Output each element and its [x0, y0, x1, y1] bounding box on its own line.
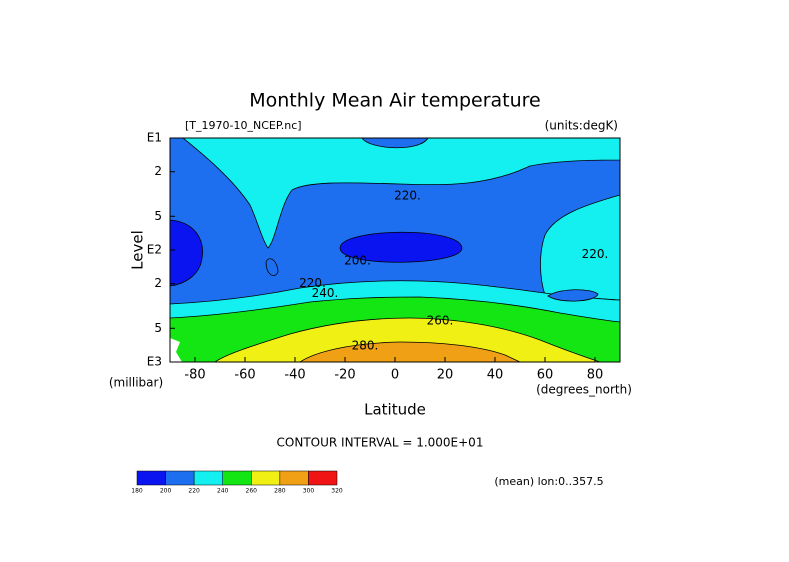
- colorbar-box: [193, 470, 223, 486]
- contour-label: 200.: [344, 253, 371, 267]
- x-tick-label: 80: [587, 368, 604, 383]
- x-tick-label: -60: [234, 368, 255, 383]
- band-fill: [214, 317, 601, 362]
- band-fill: [170, 219, 203, 287]
- band-fill: [547, 289, 599, 302]
- y-axis-units: (millibar): [109, 376, 163, 390]
- x-tick-label: 0: [391, 368, 399, 383]
- contour-label: 240.: [312, 286, 339, 300]
- x-axis-title: Latitude: [364, 401, 426, 419]
- colorbar-label: 220: [188, 488, 200, 495]
- footnote: (mean) lon:0..357.5: [494, 475, 603, 488]
- y-tick-label: 2: [154, 276, 162, 290]
- x-tick-label: 60: [537, 368, 554, 383]
- contour-label: 220.: [299, 276, 326, 290]
- colorbar-label: 180: [131, 488, 143, 495]
- colorbar-label: 240: [217, 488, 229, 495]
- band-fill: [299, 341, 521, 362]
- contour-label: 260.: [427, 313, 454, 327]
- y-tick-label: E1: [147, 131, 162, 145]
- x-tick-label: -80: [184, 368, 205, 383]
- contour-label: 220.: [582, 247, 609, 261]
- band-fill: [540, 194, 620, 301]
- band-fill: [182, 138, 620, 249]
- contour-field: [169, 137, 621, 363]
- contour-label: 220.: [394, 189, 421, 203]
- x-axis-units: (degrees_north): [536, 383, 632, 397]
- x-tick-label: 20: [437, 368, 454, 383]
- y-tick-label: 5: [154, 321, 162, 335]
- x-tick-label: -20: [334, 368, 355, 383]
- contour-label: 280.: [352, 339, 379, 353]
- colorbar-label: 300: [303, 488, 315, 495]
- band-fill: [339, 231, 463, 263]
- y-axis-title: Level: [129, 230, 147, 270]
- colorbar-box: [279, 470, 309, 486]
- chart-title: Monthly Mean Air temperature: [249, 90, 540, 112]
- colorbar-box: [251, 470, 281, 486]
- colorbar-box: [136, 470, 166, 486]
- y-tick-label: 5: [154, 209, 162, 223]
- file-label: [T_1970-10_NCEP.nc]: [185, 119, 302, 132]
- colorbar-label: 260: [246, 488, 258, 495]
- colorbar-box: [308, 470, 338, 486]
- colorbar-label: 280: [274, 488, 286, 495]
- y-tick-label: E3: [147, 355, 162, 369]
- units-label: (units:degK): [545, 119, 618, 133]
- colorbar-label: 200: [160, 488, 172, 495]
- band-fill: [265, 258, 279, 276]
- y-tick-label: E2: [147, 243, 162, 257]
- y-tick-label: 2: [154, 164, 162, 178]
- contour-interval: CONTOUR INTERVAL = 1.000E+01: [277, 436, 484, 450]
- colorbar-label: 320: [331, 488, 343, 495]
- colorbar: 180 200 220 240 260 280 300 320: [131, 470, 343, 495]
- colorbar-box: [165, 470, 195, 486]
- x-tick-label: -40: [284, 368, 305, 383]
- x-tick-label: 40: [487, 368, 504, 383]
- colorbar-box: [222, 470, 252, 486]
- surface-mask: [170, 338, 182, 362]
